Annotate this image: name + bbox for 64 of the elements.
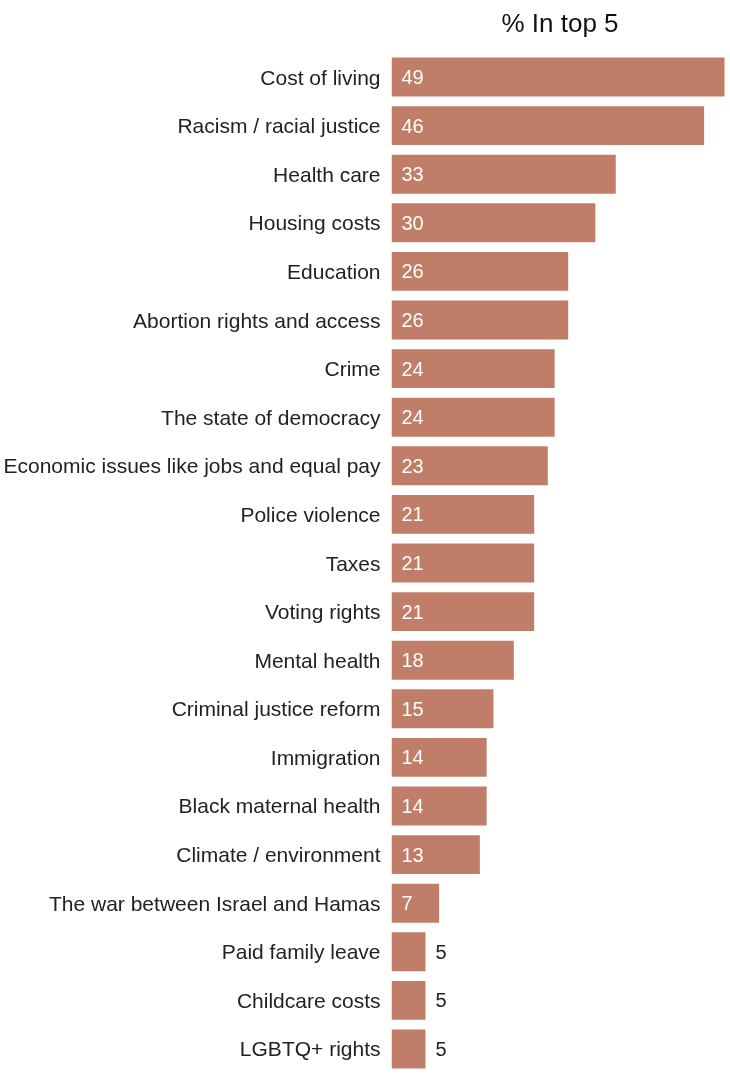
y-tick-label: Childcare costs	[236, 988, 381, 1012]
y-tick-label: LGBTQ+ rights	[239, 1037, 381, 1061]
bar	[391, 300, 569, 340]
data-label: 30	[401, 211, 424, 234]
data-label: 21	[401, 600, 424, 623]
bar	[391, 397, 555, 437]
y-tick-label: Health care	[273, 162, 381, 186]
bar	[391, 737, 487, 777]
y-tick-label: The state of democracy	[161, 405, 381, 429]
bar	[391, 446, 548, 486]
data-label: 5	[435, 1037, 447, 1060]
chart-title: % In top 5	[501, 7, 619, 38]
data-label: 24	[401, 406, 424, 429]
data-label: 26	[401, 260, 424, 283]
data-label: 21	[401, 552, 424, 574]
y-tick-label: Black maternal health	[178, 794, 381, 818]
y-tick-label: Immigration	[270, 745, 381, 769]
data-label: 33	[401, 163, 424, 186]
data-label: 26	[401, 309, 424, 331]
y-tick-label: Housing costs	[248, 211, 381, 235]
bar	[391, 980, 426, 1020]
bar	[391, 57, 725, 97]
bar	[391, 494, 535, 534]
bar	[391, 1029, 426, 1069]
data-label: 49	[401, 66, 424, 89]
bar	[391, 640, 514, 680]
bar	[391, 349, 555, 389]
data-label: 13	[401, 843, 424, 866]
data-label: 24	[401, 357, 424, 380]
y-tick-label: Economic issues like jobs and equal pay	[3, 454, 381, 478]
data-label: 5	[435, 989, 447, 1012]
data-label: 14	[401, 795, 424, 817]
y-tick-label: Mental health	[254, 648, 381, 672]
y-tick-label: Voting rights	[264, 600, 381, 624]
y-tick-label: Crime	[324, 357, 381, 381]
bar	[391, 932, 426, 972]
bar	[391, 251, 569, 291]
bar	[391, 106, 705, 146]
y-tick-label: Criminal justice reform	[171, 697, 381, 721]
y-tick-label: Climate / environment	[176, 843, 381, 867]
bar	[391, 689, 494, 729]
data-label: 15	[401, 697, 424, 720]
data-label: 21	[401, 503, 424, 526]
y-tick-label: Education	[287, 259, 381, 283]
y-tick-label: Paid family leave	[221, 940, 381, 964]
bar	[391, 592, 535, 632]
bar	[391, 835, 480, 875]
y-tick-label: Abortion rights and access	[133, 308, 381, 332]
data-label: 7	[401, 892, 413, 915]
y-tick-label: The war between Israel and Hamas	[49, 891, 381, 915]
y-tick-label: Racism / racial justice	[177, 114, 381, 138]
bar	[391, 543, 535, 583]
y-tick-label: Police violence	[240, 502, 381, 526]
data-label: 14	[401, 746, 424, 769]
data-label: 23	[401, 454, 424, 477]
data-label: 46	[401, 114, 424, 137]
bar	[391, 883, 440, 923]
y-tick-label: Cost of living	[260, 65, 381, 89]
data-label: 5	[435, 940, 447, 963]
y-tick-label: Taxes	[325, 551, 381, 575]
bar	[391, 203, 596, 243]
data-label: 18	[401, 649, 424, 672]
bar	[391, 154, 616, 194]
bar	[391, 786, 487, 826]
